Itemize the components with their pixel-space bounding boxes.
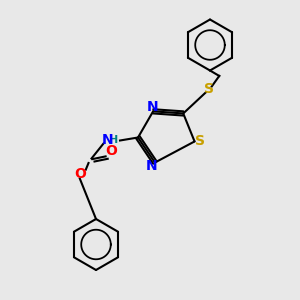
Text: S: S — [195, 134, 205, 148]
Text: S: S — [204, 82, 214, 96]
Text: N: N — [102, 133, 114, 147]
Text: H: H — [110, 135, 118, 145]
Text: O: O — [105, 144, 117, 158]
Text: N: N — [146, 159, 158, 173]
Text: N: N — [147, 100, 158, 114]
Text: O: O — [74, 167, 86, 181]
